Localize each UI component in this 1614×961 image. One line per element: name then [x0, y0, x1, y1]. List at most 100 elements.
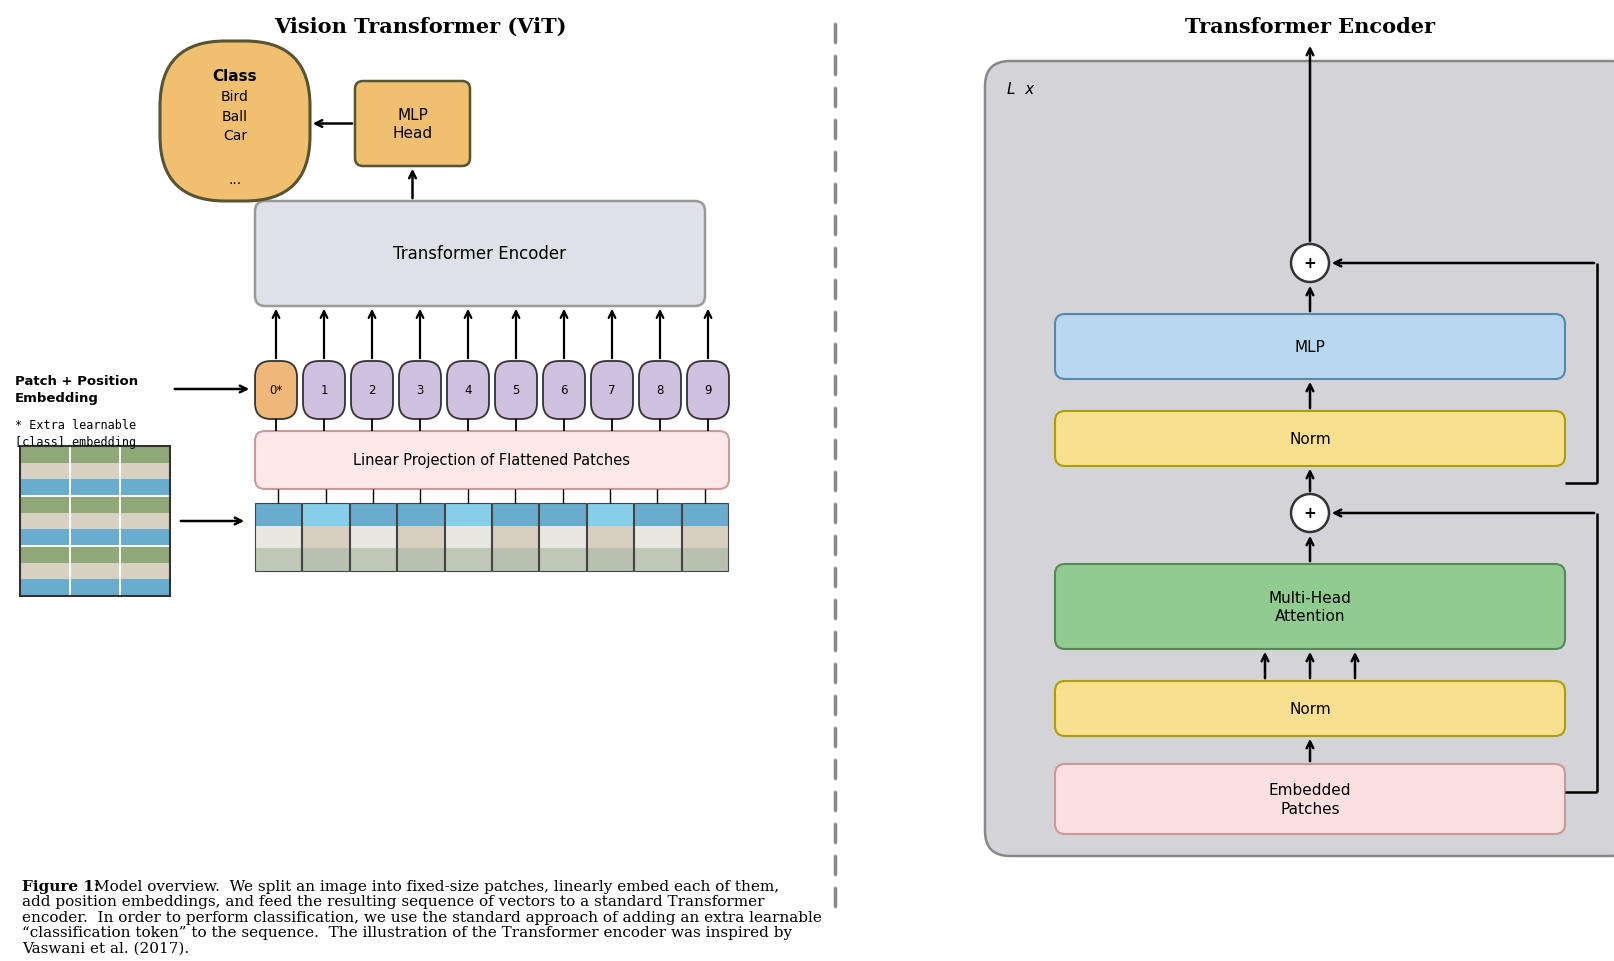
- Bar: [492, 549, 539, 572]
- Bar: [539, 549, 586, 572]
- Bar: [587, 504, 633, 526]
- Bar: [19, 497, 69, 513]
- Bar: [69, 447, 119, 497]
- Bar: [681, 504, 728, 572]
- Bar: [492, 504, 539, 572]
- Bar: [255, 504, 302, 572]
- Text: encoder.  In order to perform classification, we use the standard approach of ad: encoder. In order to perform classificat…: [23, 910, 822, 924]
- FancyBboxPatch shape: [1056, 314, 1566, 380]
- FancyBboxPatch shape: [1056, 681, 1566, 736]
- Bar: [634, 504, 681, 526]
- Bar: [539, 504, 586, 572]
- Bar: [397, 504, 444, 526]
- Bar: [350, 549, 395, 572]
- Text: ...: ...: [229, 173, 242, 186]
- Text: Class: Class: [213, 69, 257, 85]
- Bar: [119, 463, 169, 480]
- Bar: [119, 497, 169, 547]
- Bar: [587, 526, 633, 549]
- Bar: [302, 504, 349, 526]
- Bar: [302, 526, 349, 549]
- Text: 4: 4: [465, 384, 471, 397]
- Bar: [119, 563, 169, 579]
- Bar: [681, 549, 728, 572]
- FancyBboxPatch shape: [985, 62, 1614, 856]
- Bar: [444, 504, 491, 572]
- Text: Transformer Encoder: Transformer Encoder: [1185, 17, 1435, 37]
- Bar: [69, 547, 119, 597]
- Bar: [19, 547, 69, 563]
- Bar: [69, 463, 119, 480]
- Bar: [119, 579, 169, 597]
- Bar: [397, 526, 444, 549]
- Bar: [539, 504, 586, 526]
- FancyBboxPatch shape: [1056, 764, 1566, 834]
- Text: 1: 1: [320, 384, 328, 397]
- Text: Transformer Encoder: Transformer Encoder: [394, 245, 567, 263]
- Bar: [119, 480, 169, 497]
- Text: 9: 9: [704, 384, 712, 397]
- Text: +: +: [1304, 506, 1317, 521]
- Bar: [69, 497, 119, 513]
- Circle shape: [1291, 495, 1328, 532]
- Bar: [587, 504, 633, 572]
- Text: Figure 1:: Figure 1:: [23, 879, 105, 893]
- Text: 6: 6: [560, 384, 568, 397]
- FancyBboxPatch shape: [591, 361, 633, 420]
- Text: MLP
Head: MLP Head: [392, 108, 433, 141]
- Bar: [119, 497, 169, 513]
- Bar: [397, 549, 444, 572]
- FancyBboxPatch shape: [542, 361, 584, 420]
- Bar: [119, 447, 169, 497]
- Bar: [302, 504, 349, 572]
- Bar: [302, 549, 349, 572]
- Bar: [492, 504, 539, 526]
- Text: Vision Transformer (ViT): Vision Transformer (ViT): [274, 17, 567, 37]
- Bar: [444, 549, 491, 572]
- Bar: [69, 497, 119, 547]
- Text: +: +: [1304, 257, 1317, 271]
- FancyBboxPatch shape: [255, 361, 297, 420]
- Bar: [350, 504, 395, 526]
- Bar: [19, 579, 69, 597]
- Text: Norm: Norm: [1290, 702, 1332, 716]
- Bar: [634, 549, 681, 572]
- Bar: [350, 526, 395, 549]
- Text: Vaswani et al. (2017).: Vaswani et al. (2017).: [23, 941, 189, 955]
- Text: 7: 7: [608, 384, 617, 397]
- Bar: [19, 530, 69, 547]
- Bar: [69, 447, 119, 463]
- FancyBboxPatch shape: [399, 361, 441, 420]
- Text: 8: 8: [657, 384, 663, 397]
- Text: L  x: L x: [1007, 83, 1035, 97]
- Bar: [119, 547, 169, 563]
- Bar: [255, 526, 302, 549]
- Bar: [69, 579, 119, 597]
- Text: Patch + Position
Embedding: Patch + Position Embedding: [15, 375, 139, 405]
- Bar: [119, 547, 169, 597]
- Bar: [69, 563, 119, 579]
- Text: * Extra learnable
[class] embedding: * Extra learnable [class] embedding: [15, 419, 136, 449]
- Bar: [255, 549, 302, 572]
- Bar: [19, 463, 69, 480]
- Bar: [119, 447, 169, 463]
- Text: Multi-Head
Attention: Multi-Head Attention: [1269, 590, 1351, 624]
- Bar: [19, 447, 169, 597]
- FancyBboxPatch shape: [350, 361, 392, 420]
- Bar: [681, 504, 728, 526]
- Bar: [587, 549, 633, 572]
- Bar: [19, 497, 69, 547]
- Bar: [539, 526, 586, 549]
- Bar: [681, 526, 728, 549]
- Bar: [350, 504, 395, 572]
- Text: 0*: 0*: [270, 384, 282, 397]
- Bar: [69, 480, 119, 497]
- FancyBboxPatch shape: [160, 42, 310, 202]
- Text: Embedded
Patches: Embedded Patches: [1269, 782, 1351, 816]
- FancyBboxPatch shape: [639, 361, 681, 420]
- Bar: [255, 504, 302, 526]
- Bar: [19, 447, 69, 497]
- Text: Linear Projection of Flattened Patches: Linear Projection of Flattened Patches: [353, 453, 631, 468]
- Bar: [69, 530, 119, 547]
- FancyBboxPatch shape: [255, 202, 705, 307]
